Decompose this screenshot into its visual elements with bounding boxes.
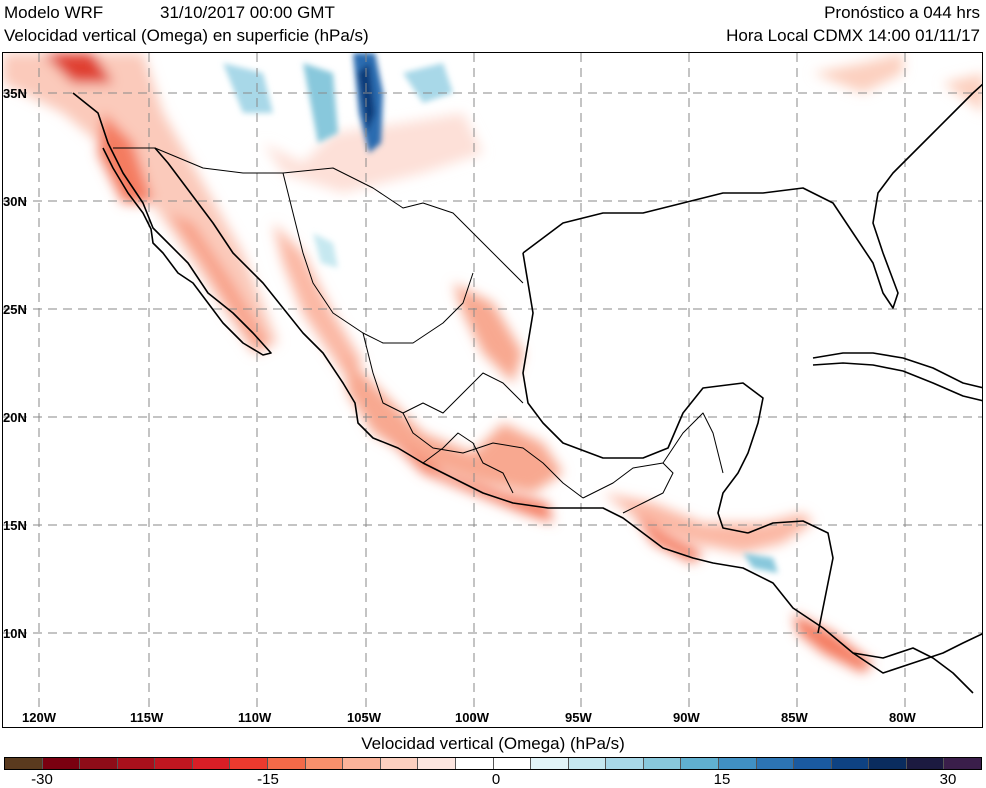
colorbar-swatch [831,758,870,769]
colorbar-label-15: 15 [713,771,731,788]
variable-title: Velocidad vertical (Omega) en superficie… [4,26,369,45]
lat-label-25n: 25N [3,302,27,317]
init-time: 31/10/2017 00:00 GMT [160,3,335,22]
lon-label-95w: 95W [565,710,592,725]
lat-lon-grid [3,53,982,727]
lon-label-90w: 90W [673,710,700,725]
colorbar-swatch [568,758,607,769]
colorbar-swatch [117,758,156,769]
coastlines [72,83,982,694]
colorbar-swatch [192,758,231,769]
colorbar-swatch [42,758,81,769]
colorbar-swatch [455,758,494,769]
lat-label-15n: 15N [3,518,27,533]
forecast-hours: Pronóstico a 044 hrs [824,3,980,22]
colorbar-swatch [380,758,419,769]
colorbar-swatch [944,758,982,769]
colorbar-swatch [681,758,719,769]
lat-label-35n: 35N [3,86,27,101]
map-canvas [3,53,982,727]
colorbar-swatch [418,758,456,769]
model-name: Modelo WRF [4,3,104,22]
colorbar-swatch [606,758,644,769]
lon-label-115w: 115W [130,710,164,725]
state-borders [113,147,724,514]
colorbar-swatch [493,758,532,769]
colorbar-label-zero: 0 [491,771,501,788]
colorbar-title: Velocidad vertical (Omega) (hPa/s) [361,734,625,753]
colorbar-swatch [80,758,118,769]
lon-label-110w: 110W [238,710,272,725]
colorbar-swatch [531,758,569,769]
colorbar-swatch [230,758,269,769]
colorbar-swatch [305,758,344,769]
colorbar-label-neg15: -15 [257,771,279,788]
colorbar-swatch [643,758,682,769]
lon-label-85w: 85W [781,710,808,725]
colorbar-label-min: -30 [31,771,53,788]
lat-label-10n: 10N [3,626,27,641]
colorbar-swatch [718,758,757,769]
colorbar-swatch [794,758,832,769]
lat-label-20n: 20N [3,410,27,425]
colorbar-swatch [756,758,795,769]
colorbar-swatch [906,758,945,769]
colorbar-swatch [869,758,907,769]
colorbar-swatch [5,758,43,769]
omega-field [3,53,982,673]
colorbar-label-max: 30 [939,771,957,788]
lon-label-105w: 105W [347,710,381,725]
lon-label-100w: 100W [455,710,489,725]
lat-label-30n: 30N [3,194,27,209]
colorbar-swatch [268,758,306,769]
colorbar-swatch [343,758,381,769]
lon-label-120w: 120W [22,710,56,725]
omega-map [2,52,983,728]
local-time: Hora Local CDMX 14:00 01/11/17 [726,26,980,45]
colorbar [4,757,982,770]
colorbar-swatch [155,758,193,769]
omega-field-positive [223,53,778,573]
lon-label-80w: 80W [889,710,916,725]
